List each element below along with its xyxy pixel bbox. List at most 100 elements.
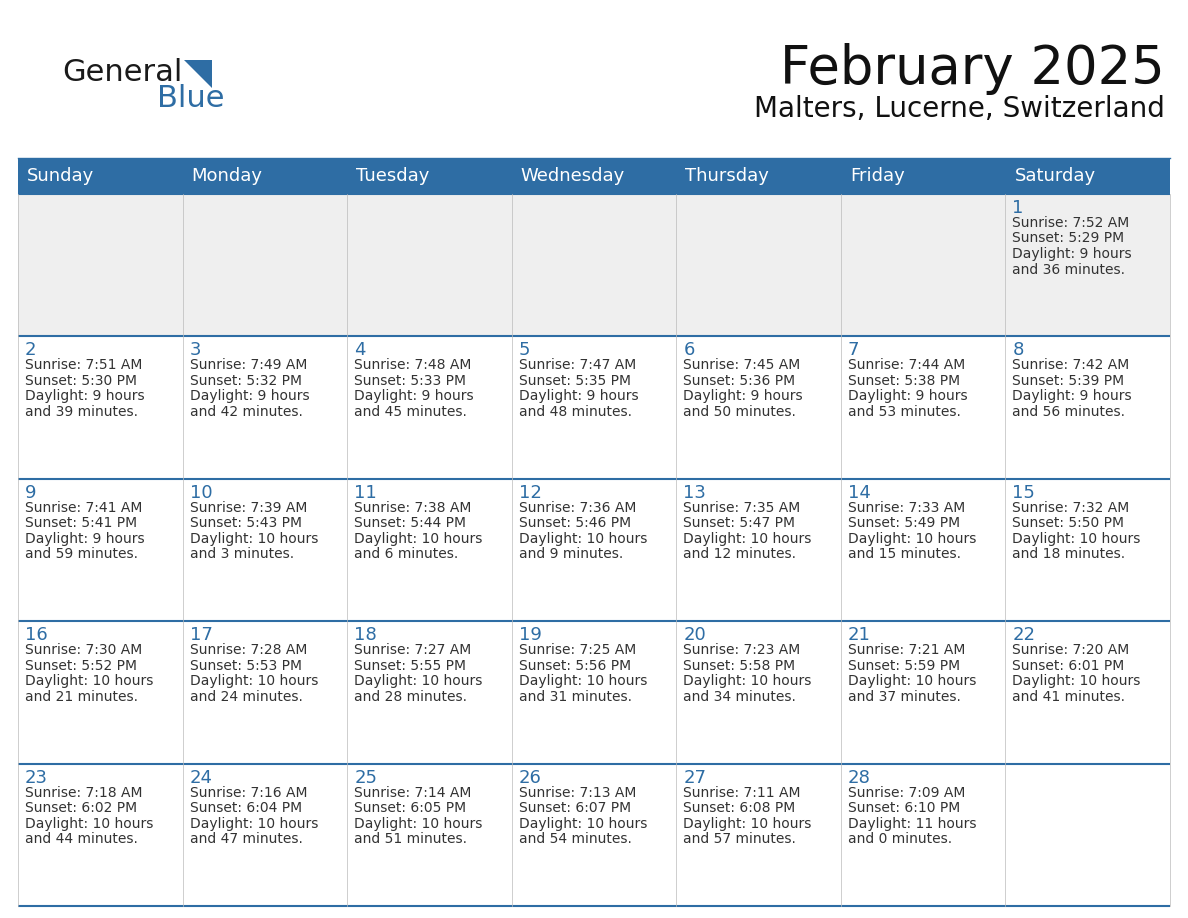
Text: Sunrise: 7:13 AM: Sunrise: 7:13 AM <box>519 786 636 800</box>
Text: Daylight: 10 hours: Daylight: 10 hours <box>190 532 318 546</box>
Text: Sunrise: 7:38 AM: Sunrise: 7:38 AM <box>354 501 472 515</box>
Bar <box>347 621 512 764</box>
Text: Sunset: 5:43 PM: Sunset: 5:43 PM <box>190 516 302 531</box>
Text: Sunset: 5:44 PM: Sunset: 5:44 PM <box>354 516 466 531</box>
Text: and 36 minutes.: and 36 minutes. <box>1012 263 1125 276</box>
Text: 16: 16 <box>25 626 48 644</box>
Text: Sunrise: 7:44 AM: Sunrise: 7:44 AM <box>848 358 965 373</box>
Bar <box>841 194 1005 336</box>
Text: Sunset: 6:04 PM: Sunset: 6:04 PM <box>190 801 302 815</box>
Text: 18: 18 <box>354 626 377 644</box>
Bar <box>676 336 841 479</box>
Bar <box>512 194 676 336</box>
Text: and 18 minutes.: and 18 minutes. <box>1012 547 1125 561</box>
Text: Sunrise: 7:42 AM: Sunrise: 7:42 AM <box>1012 358 1130 373</box>
Text: Sunrise: 7:51 AM: Sunrise: 7:51 AM <box>25 358 143 373</box>
Text: General: General <box>62 58 183 87</box>
Text: Monday: Monday <box>191 167 263 185</box>
Text: and 50 minutes.: and 50 minutes. <box>683 405 796 419</box>
Text: Daylight: 10 hours: Daylight: 10 hours <box>1012 674 1140 688</box>
Text: and 41 minutes.: and 41 minutes. <box>1012 689 1125 704</box>
Text: Sunset: 5:35 PM: Sunset: 5:35 PM <box>519 374 631 388</box>
Text: Sunset: 5:53 PM: Sunset: 5:53 PM <box>190 659 302 673</box>
Bar <box>512 764 676 906</box>
Text: Daylight: 10 hours: Daylight: 10 hours <box>519 532 647 546</box>
Text: Daylight: 9 hours: Daylight: 9 hours <box>25 532 145 546</box>
Text: Sunrise: 7:33 AM: Sunrise: 7:33 AM <box>848 501 965 515</box>
Text: Sunset: 5:33 PM: Sunset: 5:33 PM <box>354 374 466 388</box>
Text: Sunset: 5:36 PM: Sunset: 5:36 PM <box>683 374 796 388</box>
Text: Daylight: 10 hours: Daylight: 10 hours <box>683 532 811 546</box>
Text: 10: 10 <box>190 484 213 502</box>
Text: 20: 20 <box>683 626 706 644</box>
Bar <box>512 621 676 764</box>
Bar <box>347 764 512 906</box>
Bar <box>18 479 183 621</box>
Text: Sunset: 5:56 PM: Sunset: 5:56 PM <box>519 659 631 673</box>
Text: Daylight: 11 hours: Daylight: 11 hours <box>848 817 977 831</box>
Bar <box>1005 621 1170 764</box>
Text: Sunset: 5:58 PM: Sunset: 5:58 PM <box>683 659 796 673</box>
Text: Saturday: Saturday <box>1015 167 1095 185</box>
Text: 9: 9 <box>25 484 37 502</box>
Text: Sunset: 5:38 PM: Sunset: 5:38 PM <box>848 374 960 388</box>
Text: Sunset: 5:39 PM: Sunset: 5:39 PM <box>1012 374 1125 388</box>
Text: 7: 7 <box>848 341 859 360</box>
Text: Daylight: 9 hours: Daylight: 9 hours <box>519 389 638 403</box>
Bar <box>18 621 183 764</box>
Text: and 42 minutes.: and 42 minutes. <box>190 405 303 419</box>
Text: 1: 1 <box>1012 199 1024 217</box>
Text: Sunrise: 7:39 AM: Sunrise: 7:39 AM <box>190 501 307 515</box>
Text: and 21 minutes.: and 21 minutes. <box>25 689 138 704</box>
Text: Sunset: 5:29 PM: Sunset: 5:29 PM <box>1012 231 1125 245</box>
Text: Malters, Lucerne, Switzerland: Malters, Lucerne, Switzerland <box>754 95 1165 123</box>
Text: 15: 15 <box>1012 484 1035 502</box>
Text: 27: 27 <box>683 768 707 787</box>
Text: Daylight: 10 hours: Daylight: 10 hours <box>683 817 811 831</box>
Text: and 0 minutes.: and 0 minutes. <box>848 832 952 846</box>
Text: and 31 minutes.: and 31 minutes. <box>519 689 632 704</box>
Bar <box>1005 194 1170 336</box>
Bar <box>512 479 676 621</box>
Text: Sunrise: 7:36 AM: Sunrise: 7:36 AM <box>519 501 636 515</box>
Text: and 48 minutes.: and 48 minutes. <box>519 405 632 419</box>
Text: and 59 minutes.: and 59 minutes. <box>25 547 138 561</box>
Bar <box>347 336 512 479</box>
Text: Sunrise: 7:09 AM: Sunrise: 7:09 AM <box>848 786 965 800</box>
Text: Sunrise: 7:21 AM: Sunrise: 7:21 AM <box>848 644 965 657</box>
Text: 19: 19 <box>519 626 542 644</box>
Text: 4: 4 <box>354 341 366 360</box>
Text: 2: 2 <box>25 341 37 360</box>
Bar <box>183 336 347 479</box>
Bar <box>18 336 183 479</box>
Text: Sunset: 5:52 PM: Sunset: 5:52 PM <box>25 659 137 673</box>
Text: 11: 11 <box>354 484 377 502</box>
Text: Daylight: 10 hours: Daylight: 10 hours <box>519 674 647 688</box>
Text: and 34 minutes.: and 34 minutes. <box>683 689 796 704</box>
Text: Sunrise: 7:25 AM: Sunrise: 7:25 AM <box>519 644 636 657</box>
Text: and 47 minutes.: and 47 minutes. <box>190 832 303 846</box>
Text: Sunrise: 7:16 AM: Sunrise: 7:16 AM <box>190 786 307 800</box>
Text: and 57 minutes.: and 57 minutes. <box>683 832 796 846</box>
Text: Sunset: 5:49 PM: Sunset: 5:49 PM <box>848 516 960 531</box>
Text: and 56 minutes.: and 56 minutes. <box>1012 405 1125 419</box>
Text: and 12 minutes.: and 12 minutes. <box>683 547 796 561</box>
Text: Sunrise: 7:45 AM: Sunrise: 7:45 AM <box>683 358 801 373</box>
Text: Thursday: Thursday <box>685 167 769 185</box>
Text: Daylight: 9 hours: Daylight: 9 hours <box>25 389 145 403</box>
Text: February 2025: February 2025 <box>781 43 1165 95</box>
Text: Daylight: 10 hours: Daylight: 10 hours <box>354 532 482 546</box>
Text: Daylight: 9 hours: Daylight: 9 hours <box>848 389 967 403</box>
Text: Sunrise: 7:30 AM: Sunrise: 7:30 AM <box>25 644 143 657</box>
Text: Sunrise: 7:32 AM: Sunrise: 7:32 AM <box>1012 501 1130 515</box>
Text: Sunrise: 7:27 AM: Sunrise: 7:27 AM <box>354 644 472 657</box>
Text: Sunrise: 7:49 AM: Sunrise: 7:49 AM <box>190 358 307 373</box>
Text: 6: 6 <box>683 341 695 360</box>
Text: Sunset: 5:41 PM: Sunset: 5:41 PM <box>25 516 137 531</box>
Polygon shape <box>184 60 211 88</box>
Text: Sunrise: 7:23 AM: Sunrise: 7:23 AM <box>683 644 801 657</box>
Text: Daylight: 9 hours: Daylight: 9 hours <box>354 389 474 403</box>
Text: 22: 22 <box>1012 626 1036 644</box>
Bar <box>512 336 676 479</box>
Text: 17: 17 <box>190 626 213 644</box>
